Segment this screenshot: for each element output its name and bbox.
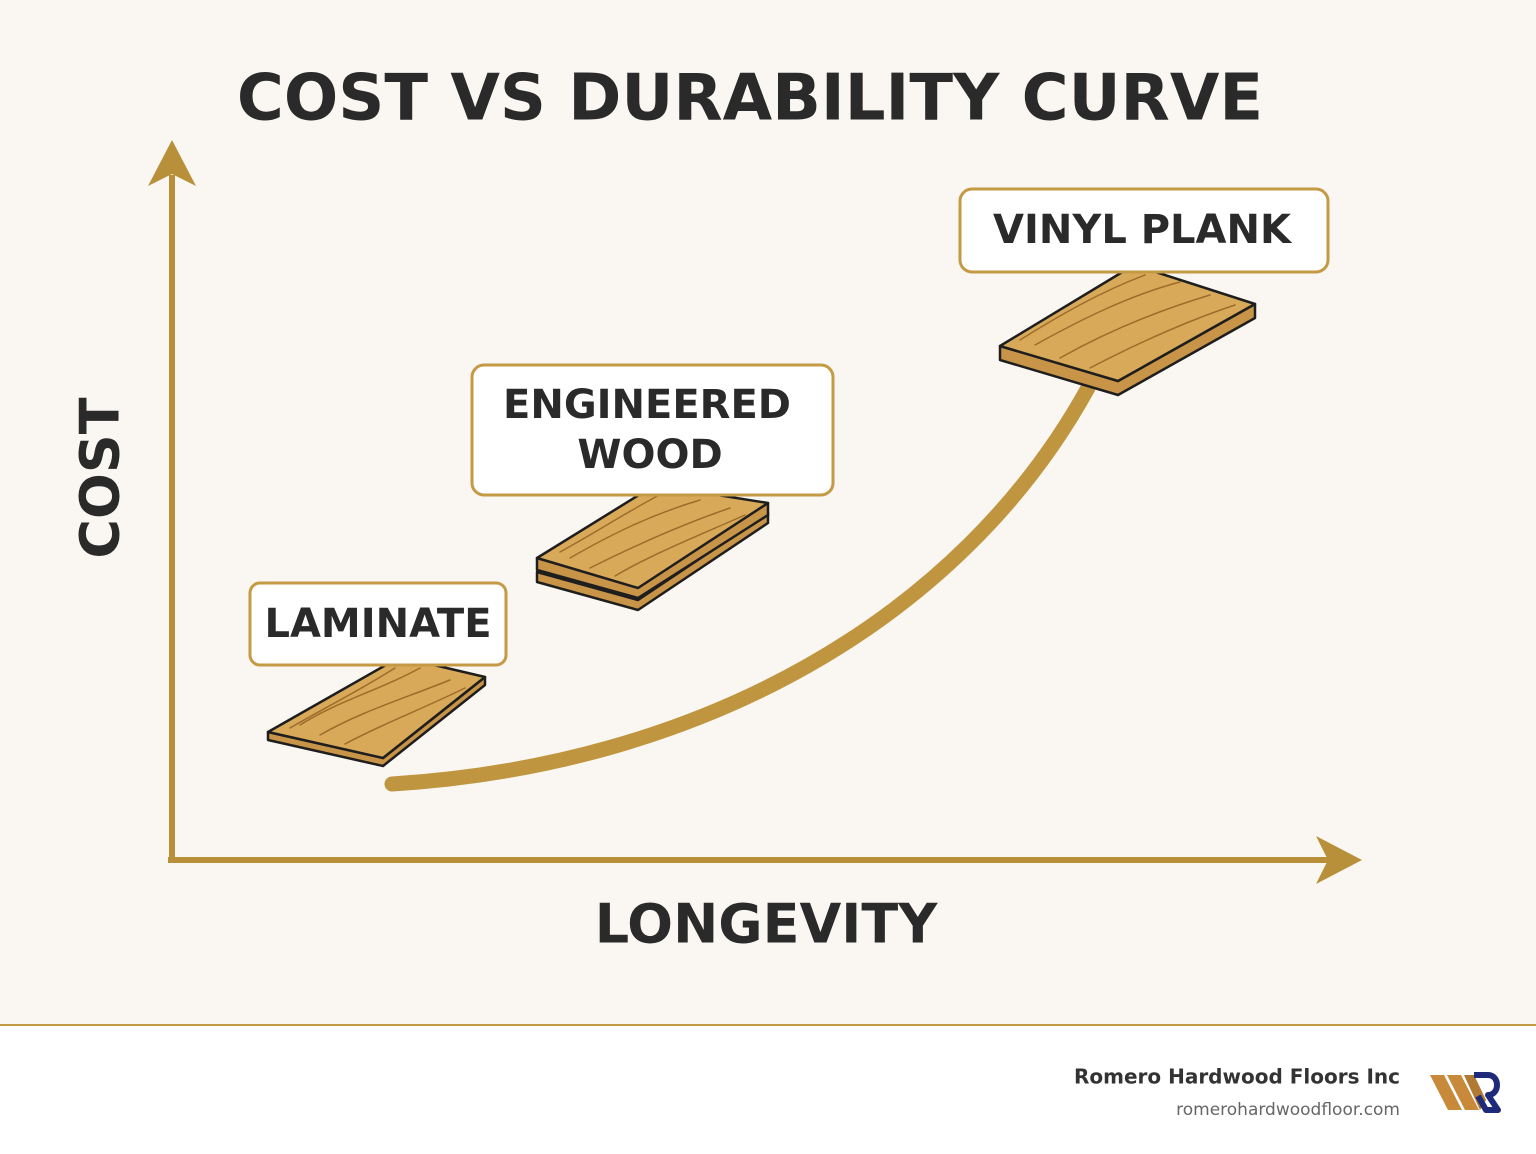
node-label: LAMINATE bbox=[264, 601, 491, 647]
engineered-plank bbox=[535, 483, 770, 612]
laminate-plank bbox=[266, 655, 487, 768]
laminate-box bbox=[248, 581, 508, 667]
y-axis-label: COST bbox=[69, 397, 132, 558]
company-name: Romero Hardwood Floors Inc bbox=[1074, 1065, 1400, 1089]
engineered-box bbox=[470, 363, 835, 497]
vinyl-plank bbox=[998, 263, 1257, 397]
node-label: WOOD bbox=[577, 432, 722, 478]
node-label: VINYL PLANK bbox=[993, 207, 1293, 253]
x-axis-label: LONGEVITY bbox=[595, 893, 939, 956]
x-axis-arrow bbox=[1316, 836, 1362, 884]
vinyl-box bbox=[958, 187, 1330, 274]
y-axis-arrow bbox=[148, 140, 196, 186]
title: COST VS DURABILITY CURVE bbox=[237, 62, 1263, 136]
trend-curve bbox=[384, 380, 1096, 792]
node-label: ENGINEERED bbox=[503, 382, 791, 428]
axes bbox=[148, 140, 1362, 884]
logo bbox=[1430, 1072, 1501, 1113]
website: romerohardwoodfloor.com bbox=[1176, 1100, 1400, 1120]
footer-background bbox=[0, 1025, 1536, 1154]
